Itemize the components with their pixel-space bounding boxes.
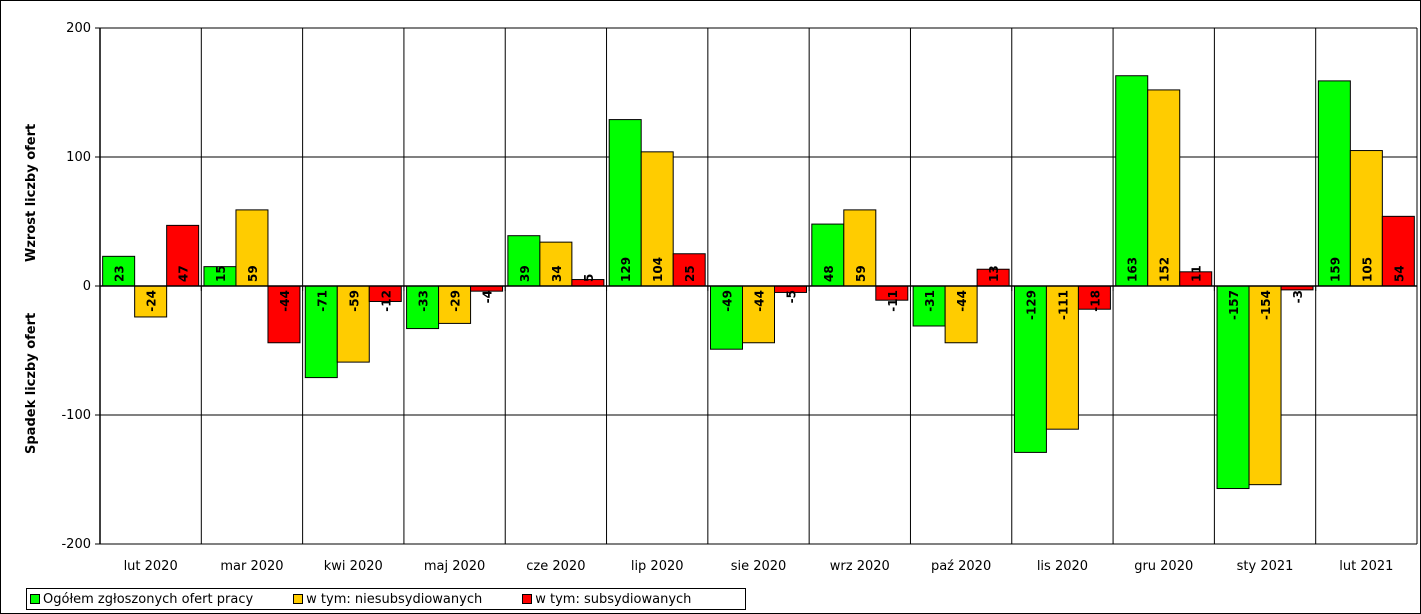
x-tick-label: lut 2021 [1339,559,1393,574]
data-label: -5 [785,290,799,303]
legend-swatch-subsidized [522,594,533,604]
data-label: -24 [145,290,159,312]
data-label: -31 [923,290,937,312]
bar [539,241,573,287]
x-tick-label: lis 2020 [1037,559,1088,574]
data-label: 5 [582,274,596,282]
legend-swatch-total [30,594,40,604]
data-label: -157 [1227,290,1241,320]
y-axis-title-negative: Spadek liczby ofert [24,313,39,454]
data-label: -33 [417,290,431,312]
x-tick-label: cze 2020 [526,559,585,574]
data-label: 129 [619,257,633,282]
bar [134,285,168,318]
bar [406,285,440,330]
bar [267,285,301,344]
x-tick-label: paź 2020 [931,559,991,574]
data-label: 159 [1328,257,1342,282]
data-label: -4 [481,290,495,303]
y-tick-label: -200 [61,537,91,552]
legend-item-total: Ogółem zgłoszonych ofert pracy [30,592,253,607]
data-label: 104 [651,257,665,282]
x-tick-label: wrz 2020 [830,559,890,574]
legend-item-subsidized: w tym: subsydiowanych [522,592,691,607]
x-tick-label: lut 2020 [124,559,178,574]
data-label: -129 [1024,290,1038,320]
bar [304,285,338,379]
x-tick-label: sie 2020 [731,559,787,574]
data-label: 59 [854,265,868,282]
bars [102,75,1415,490]
data-label: 163 [1126,257,1140,282]
bar [336,285,370,363]
x-tick-label: kwi 2020 [324,559,383,574]
data-label: -111 [1056,290,1070,320]
data-label: -59 [347,290,361,312]
bar [742,285,775,344]
data-label: -71 [315,290,329,312]
bar [944,285,978,344]
data-label: -11 [886,290,900,312]
data-label: 39 [518,265,532,282]
y-tick-label: 100 [66,150,91,165]
y-tick-label: 0 [83,279,91,294]
data-label: -29 [449,290,463,312]
bar [843,209,877,287]
legend: Ogółem zgłoszonych ofert pracy w tym: ni… [26,588,746,610]
x-tick-label: sty 2021 [1237,559,1294,574]
data-label: 23 [113,265,127,282]
data-label: -18 [1088,290,1102,312]
data-label: 152 [1158,257,1172,282]
legend-item-unsubsidized: w tym: niesubsydiowanych [293,592,482,607]
bar [507,235,541,287]
x-tick-label: gru 2020 [1134,559,1193,574]
data-label: -44 [955,290,969,312]
data-label: -49 [721,290,735,312]
data-label: 47 [177,265,191,282]
bar [1248,285,1282,486]
bar [235,209,269,287]
bar [1115,75,1149,287]
x-tick-label: maj 2020 [424,559,485,574]
bar [1216,285,1250,490]
legend-swatch-unsubsidized [293,594,304,604]
data-label: 25 [683,265,697,282]
labels: 200 100 0 -100 -200 23 15 -71 -33 39 129 -49 48 -31 -1… [61,21,1406,574]
data-label: -12 [379,290,393,312]
y-tick-label: 200 [66,21,91,36]
bar [1013,285,1047,453]
bar [710,285,743,350]
legend-label-total: Ogółem zgłoszonych ofert pracy [43,591,254,607]
data-label: -44 [278,290,292,312]
data-label: 13 [987,265,1001,282]
data-label: 54 [1392,265,1406,282]
data-label: 59 [246,265,260,282]
y-tick-label: -100 [61,408,91,423]
x-tick-label: lip 2020 [631,559,684,574]
bar [1317,80,1351,287]
bar [166,224,200,287]
bar [640,151,674,287]
bar [1381,215,1415,287]
data-label: 34 [550,265,564,282]
bar [1349,150,1383,287]
y-axis-title-positive: Wzrost liczby ofert [24,124,39,262]
data-label: -154 [1259,290,1273,320]
data-label: 11 [1190,265,1204,282]
legend-label-subsidized: w tym: subsydiowanych [535,591,692,607]
bar [1147,89,1181,287]
data-label: -44 [753,290,767,312]
data-label: -3 [1291,290,1305,303]
axes [95,27,1418,545]
bar [811,223,845,287]
x-tick-label: mar 2020 [220,559,283,574]
data-label: 15 [214,265,228,282]
legend-label-unsubsidized: w tym: niesubsydiowanych [306,591,483,607]
data-label: 48 [822,265,836,282]
data-label: 105 [1360,257,1374,282]
